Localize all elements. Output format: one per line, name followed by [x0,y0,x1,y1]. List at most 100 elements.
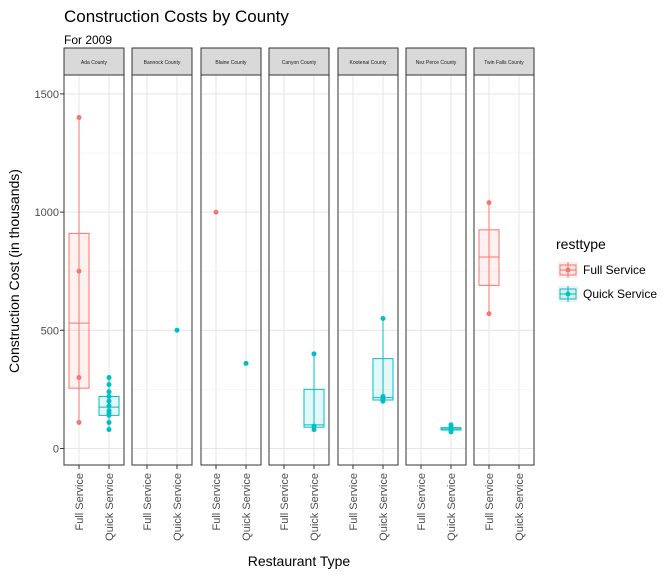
legend-key-point [565,267,571,273]
x-tick-label: Full Service [142,473,154,530]
y-axis-title: Construction Cost (in thousands) [6,169,22,373]
facet-label: Ada County [81,60,108,66]
y-tick-label: 1000 [35,207,59,219]
panel-border [131,74,193,466]
legend-entry: Full Service [558,262,646,278]
data-point [380,315,386,321]
legend-title: resttype [556,236,606,252]
data-point [311,351,317,357]
box-group [440,422,462,435]
facet-label: Blaine County [215,60,247,66]
data-point [106,398,112,404]
data-point [448,422,454,428]
y-tick-label: 500 [41,325,59,337]
data-point [106,393,112,399]
x-tick-label: Full Service [484,473,496,530]
x-tick-label: Quick Service [241,473,253,541]
x-tick-label: Quick Service [104,473,116,541]
panel-border [63,74,125,466]
data-point [106,408,112,414]
box-group [68,115,90,425]
data-point [76,268,82,274]
data-point [106,419,112,425]
facet-panel: Ada County Full Service Quick Service [63,47,125,541]
facet-panel: Canyon County Full Service Quick Service [268,47,330,541]
x-tick-label: Full Service [211,473,223,530]
box-group [372,315,394,404]
facet-strip [131,47,193,76]
data-point [106,403,112,409]
box [303,388,325,428]
data-point [76,375,82,381]
legend-key-point [565,291,571,297]
facet-label: Canyon County [282,60,317,66]
box-group [98,375,120,433]
legend-entry: Quick Service [558,286,657,302]
x-tick-label: Quick Service [309,473,321,541]
legend: resttype Full Service Quick Service [556,236,657,302]
panel-background [269,75,329,465]
data-point [243,360,249,366]
facet-panel: Nez Perce County Full Service Quick Servic… [405,47,467,541]
facet-strip [200,47,262,76]
box-group [478,200,500,317]
facet-panel: Kootenai County Full Service Quick Service [337,47,399,541]
x-tick-label: Full Service [279,473,291,530]
data-point [311,423,317,429]
box [68,232,90,389]
legend-label: Full Service [583,263,646,277]
legend-label: Quick Service [583,287,657,301]
x-tick-label: Full Service [416,473,428,530]
x-tick-label: Full Service [348,473,360,530]
data-point [76,115,82,121]
data-point [486,311,492,317]
chart-subtitle: For 2009 [64,33,112,47]
facet-strip [337,47,399,76]
facet-strip [63,47,125,76]
panel-background [132,75,192,465]
facet-label: Nez Perce County [416,60,457,66]
facet-panel: Bannock County Full Service Quick Service [131,47,193,541]
facet-panel: Twin Falls County Full Service Quick Servi… [473,47,535,541]
x-tick-label: Full Service [74,473,86,530]
data-point [311,427,317,433]
data-point [106,382,112,388]
x-tick-label: Quick Service [514,473,526,541]
data-point [486,200,492,206]
panel-border [337,74,399,466]
facet-label: Bannock County [144,60,181,66]
box-group [213,209,219,215]
panel-border [268,74,330,466]
data-point [106,375,112,381]
data-point [213,209,219,215]
x-axis-title: Restaurant Type [248,553,351,569]
chart-title: Construction Costs by County [64,7,289,26]
data-point [106,389,112,395]
x-tick-label: Quick Service [378,473,390,541]
facet-label: Twin Falls County [484,60,524,66]
box [478,229,500,286]
panel-background [474,75,534,465]
panel-background [338,75,398,465]
x-tick-label: Quick Service [446,473,458,541]
facet-strip [473,47,535,76]
box-group [174,327,180,333]
y-tick-label: 0 [53,443,59,455]
data-point [76,419,82,425]
panel-border [200,74,262,466]
y-tick-label: 1500 [35,89,59,101]
box [372,358,394,401]
x-tick-label: Quick Service [172,473,184,541]
box-group [243,360,249,366]
data-point [174,327,180,333]
panel-background [201,75,261,465]
box-group [303,351,325,433]
facet-panel: Blaine County Full Service Quick Service [200,47,262,541]
legend-entries: Full Service Quick Service [558,262,657,302]
panel-background [406,75,466,465]
panel-border [473,74,535,466]
data-point [106,427,112,433]
facet-label: Kootenai County [350,60,387,66]
panel-background [64,75,124,465]
